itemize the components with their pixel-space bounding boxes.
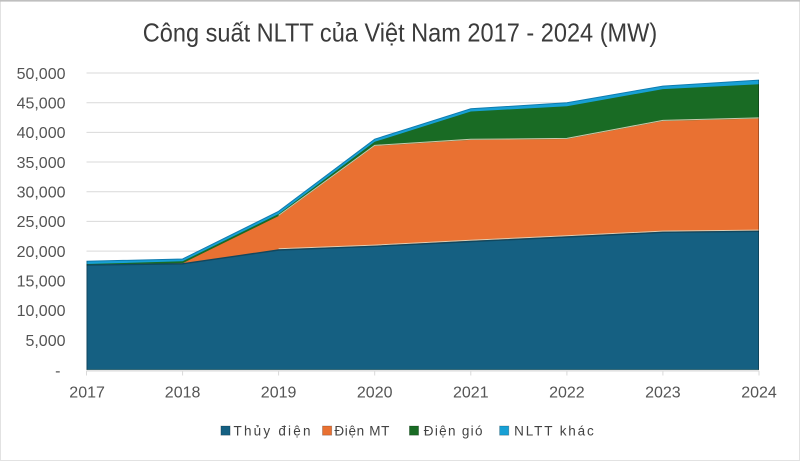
svg-text:25,000: 25,000 xyxy=(17,214,66,231)
svg-text:2020: 2020 xyxy=(357,384,393,401)
svg-text:30,000: 30,000 xyxy=(17,185,66,202)
svg-text:2022: 2022 xyxy=(549,384,585,401)
svg-text:2019: 2019 xyxy=(261,384,297,401)
svg-text:10,000: 10,000 xyxy=(17,303,66,320)
svg-text:Thủy điện: Thủy điện xyxy=(234,423,311,438)
svg-text:50,000: 50,000 xyxy=(17,66,66,83)
svg-text:2017: 2017 xyxy=(69,384,105,401)
svg-text:-: - xyxy=(55,363,60,380)
svg-text:20,000: 20,000 xyxy=(17,244,66,261)
svg-text:35,000: 35,000 xyxy=(17,155,66,172)
svg-text:5,000: 5,000 xyxy=(25,333,65,350)
svg-text:40,000: 40,000 xyxy=(17,125,66,142)
svg-text:Điện MT: Điện MT xyxy=(334,423,389,438)
svg-text:NLTT khác: NLTT khác xyxy=(514,423,594,438)
svg-text:15,000: 15,000 xyxy=(17,274,66,291)
svg-text:2023: 2023 xyxy=(645,384,681,401)
svg-text:Điện gió: Điện gió xyxy=(424,423,483,438)
svg-text:Công suất NLTT của Việt Nam 20: Công suất NLTT của Việt Nam 2017 - 2024 … xyxy=(143,18,658,48)
svg-text:45,000: 45,000 xyxy=(17,96,66,113)
svg-text:2024: 2024 xyxy=(741,384,777,401)
svg-text:2021: 2021 xyxy=(453,384,489,401)
svg-text:2018: 2018 xyxy=(165,384,201,401)
